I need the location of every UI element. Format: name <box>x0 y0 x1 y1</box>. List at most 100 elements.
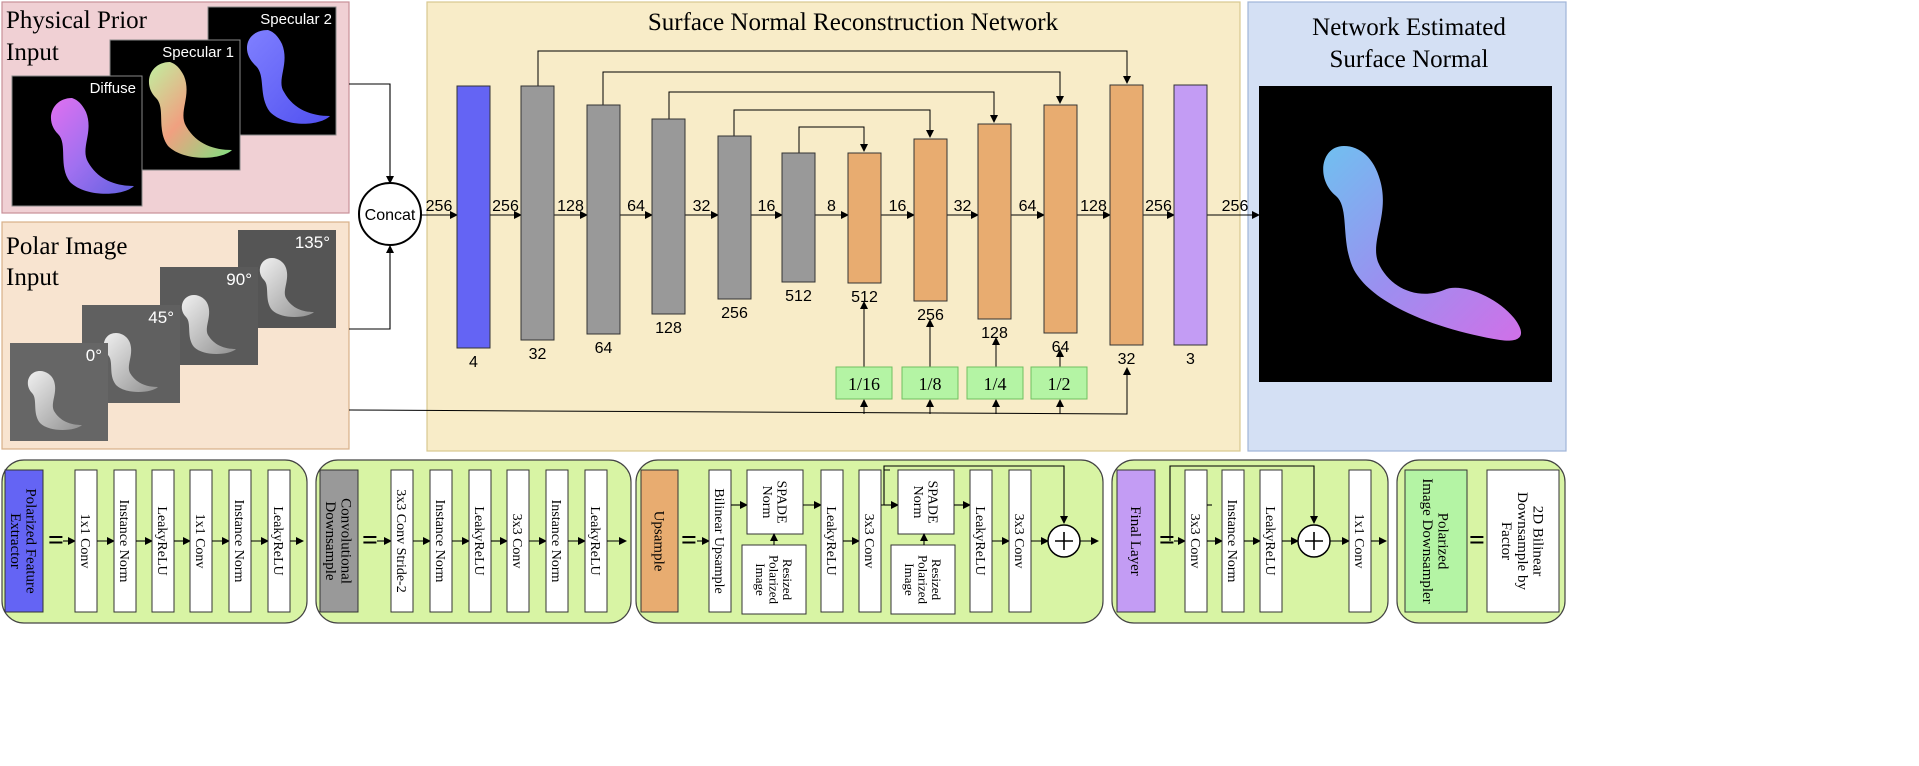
legend-extractor-panel: Polarized FeatureExtractor = 1x1 Conv Insta… <box>1 459 308 624</box>
resolution-label: 256 <box>1222 198 1249 215</box>
equals-sign: = <box>681 525 697 556</box>
output-title-line1: Network Estimated <box>1312 14 1506 41</box>
block-final-11: 3 <box>1173 84 1208 368</box>
legend-layer-box-label: LeakyReLU <box>270 506 285 575</box>
legend-layer-box-label: 3x3 Conv Stride-2 <box>393 489 408 592</box>
legend-layer-box-label: 3x3 Conv <box>861 514 876 569</box>
legend-polar-down-panel: PolarizedImage Downsampler = 2D BilinearDo… <box>1396 459 1566 624</box>
resolution-label: 16 <box>889 198 907 215</box>
specular-2-label: Specular 2 <box>260 11 332 28</box>
legend-extractor-key-label: Polarized FeatureExtractor <box>7 488 39 594</box>
legend-layer-box: LeakyReLU <box>584 469 608 613</box>
block-channels-label: 4 <box>469 354 478 371</box>
legend-layer-box: LeakyReLU <box>820 469 844 613</box>
downsample-factor-label: 1/2 <box>1047 374 1070 394</box>
legend-layer-box-label: 3x3 Conv <box>1011 514 1026 569</box>
polar-135-label: 135° <box>295 233 330 252</box>
resolution-label: 8 <box>827 198 836 215</box>
legend-layer-box-label: LeakyReLU <box>154 506 169 575</box>
legend-layer-box-label: LeakyReLU <box>972 506 987 575</box>
residual-add-icon <box>1297 524 1331 558</box>
polar-0-label: 0° <box>86 346 102 365</box>
legend-polar-down-op-box-label: 2D BilinearDownsample byFactor <box>1498 492 1546 590</box>
legend-downsample-panel: ConvolutionalDownsample = 3x3 Conv Stride-… <box>315 459 632 624</box>
resolution-label: 256 <box>492 198 519 215</box>
block-channels-label: 128 <box>981 325 1008 342</box>
legend-layer-box: LeakyReLU <box>151 469 175 613</box>
legend-polar-down-key: PolarizedImage Downsampler <box>1404 469 1468 613</box>
resolution-label: 64 <box>1019 198 1037 215</box>
downsample-factor-label: 1/8 <box>918 374 941 394</box>
block-down-1: 32 <box>520 85 555 363</box>
legend-downsample-key: ConvolutionalDownsample <box>319 469 359 613</box>
block-channels-label: 256 <box>721 305 748 322</box>
resolution-label: 256 <box>426 198 453 215</box>
block-rect <box>847 152 882 284</box>
block-rect <box>977 123 1012 320</box>
legend-downsample-key-label: ConvolutionalDownsample <box>322 498 354 584</box>
legend-layer-box: Bilinear Upsample <box>708 469 732 613</box>
resolution-label: 128 <box>557 198 584 215</box>
resolution-label: 128 <box>1080 198 1107 215</box>
specular-1-label: Specular 1 <box>162 44 234 61</box>
resolution-label: 256 <box>1145 198 1172 215</box>
legend-upsample-key-label: Upsample <box>650 511 666 572</box>
downsample-factor-box: 1/2 <box>1030 366 1088 400</box>
legend-resized-image-box-label: ResizedPolarizedImage <box>753 555 795 605</box>
diffuse-image: Diffuse <box>11 75 143 207</box>
equals-sign: = <box>1469 525 1485 556</box>
legend-spade-norm-box: SPADENorm <box>897 469 955 535</box>
downsample-factor-box: 1/16 <box>835 366 893 400</box>
block-channels-label: 64 <box>1052 339 1070 356</box>
skip-connections <box>537 50 1131 153</box>
block-rect <box>913 138 948 302</box>
output-normal-image <box>1259 86 1552 382</box>
legend-layer-box: 3x3 Conv <box>858 469 882 613</box>
polar-0-image: 0° <box>10 343 108 441</box>
block-channels-label: 64 <box>595 340 613 357</box>
legend-layer-box-label: LeakyReLU <box>471 506 486 575</box>
block-rect <box>1109 84 1144 346</box>
block-up-8: 128 <box>977 123 1012 342</box>
legend-final-key-label: Final Layer <box>1127 506 1143 576</box>
legend-layer-box: 3x3 Conv <box>506 469 530 613</box>
block-channels-label: 128 <box>655 320 682 337</box>
block-channels-label: 512 <box>851 289 878 306</box>
block-down-5: 512 <box>781 152 816 305</box>
residual-add-icon <box>1047 524 1081 558</box>
concat-label: Concat <box>365 207 416 224</box>
block-up-9: 64 <box>1043 104 1078 356</box>
block-rect <box>1173 84 1208 346</box>
legend-layer-box: Instance Norm <box>545 469 569 613</box>
block-rect <box>651 118 686 315</box>
legend-layer-box: LeakyReLU <box>969 469 993 613</box>
block-rect <box>781 152 816 283</box>
legend-layer-box-label: 1x1 Conv <box>1351 514 1366 569</box>
resolution-label: 16 <box>758 198 776 215</box>
equals-sign: = <box>48 525 64 556</box>
block-rect <box>456 85 491 349</box>
legend-layer-box-label: Instance Norm <box>231 500 246 583</box>
downsample-factor-label: 1/16 <box>848 374 880 394</box>
block-down-3: 128 <box>651 118 686 337</box>
legend-final-key: Final Layer <box>1116 469 1156 613</box>
network-panel <box>426 1 1241 452</box>
block-up-6: 512 <box>847 152 882 306</box>
legend-extractor-key: Polarized FeatureExtractor <box>4 469 44 613</box>
concat-node <box>358 182 422 246</box>
block-down-2: 64 <box>586 104 621 357</box>
output-title-line2: Surface Normal <box>1330 46 1489 73</box>
resolution-label: 32 <box>954 198 972 215</box>
legend-layer-box-label: Instance Norm <box>116 500 131 583</box>
block-rect <box>717 135 752 300</box>
block-rect <box>1043 104 1078 334</box>
block-channels-label: 32 <box>529 346 547 363</box>
legend-layer-box-label: 3x3 Conv <box>1187 514 1202 569</box>
legend-layer-box-label: LeakyReLU <box>1262 506 1277 575</box>
legend-layer-box: LeakyReLU <box>468 469 492 613</box>
block-channels-label: 256 <box>917 307 944 324</box>
block-rect <box>520 85 555 341</box>
legend-layer-box: 1x1 Conv <box>74 469 98 613</box>
legend-resized-image-box-label: ResizedPolarizedImage <box>902 555 944 605</box>
